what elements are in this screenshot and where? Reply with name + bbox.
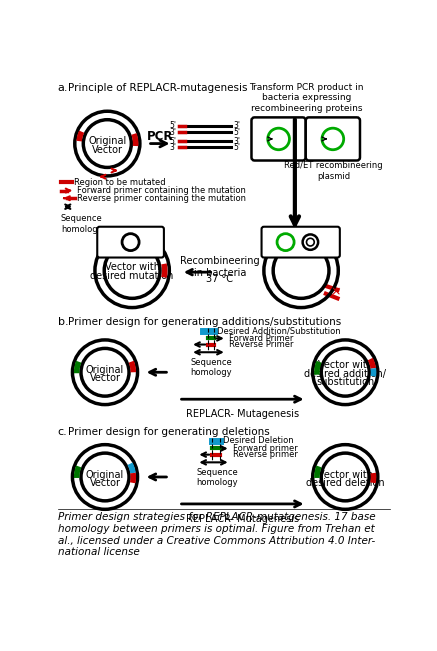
FancyBboxPatch shape: [262, 227, 340, 258]
Text: Forward primer containing the mutation: Forward primer containing the mutation: [77, 186, 246, 195]
Text: a.: a.: [58, 83, 68, 92]
Text: Primer design for generating additions/substitutions: Primer design for generating additions/s…: [68, 317, 341, 327]
Text: Reverse Primer: Reverse Primer: [229, 340, 294, 349]
Text: ×: ×: [331, 286, 341, 299]
Text: 3': 3': [234, 137, 241, 146]
Text: b.: b.: [58, 317, 68, 327]
FancyBboxPatch shape: [97, 227, 164, 258]
Text: 3': 3': [169, 143, 176, 152]
Text: REPLACR- Mutagenesis: REPLACR- Mutagenesis: [186, 514, 299, 524]
Text: REPLACR- Mutagenesis: REPLACR- Mutagenesis: [186, 409, 299, 419]
Text: Reverse primer containing the mutation: Reverse primer containing the mutation: [77, 194, 246, 202]
Text: 5': 5': [234, 143, 241, 152]
FancyBboxPatch shape: [251, 117, 306, 161]
Text: Vector with: Vector with: [318, 469, 373, 480]
Text: desired addition/: desired addition/: [304, 369, 386, 379]
Text: Vector: Vector: [90, 374, 121, 383]
Text: substitution: substitution: [316, 378, 375, 387]
Text: 37 °C: 37 °C: [206, 274, 233, 284]
Text: 5': 5': [169, 137, 176, 146]
Text: 5': 5': [169, 121, 176, 130]
Text: 3': 3': [169, 128, 176, 137]
Text: Sequence
homology: Sequence homology: [61, 214, 103, 234]
Text: Vector: Vector: [92, 145, 123, 155]
Text: 3': 3': [234, 121, 241, 130]
Text: Desired Deletion: Desired Deletion: [223, 436, 293, 445]
Text: 5': 5': [234, 128, 241, 137]
Text: Desired Addition/Substitution: Desired Addition/Substitution: [217, 326, 340, 335]
Text: Forward primer: Forward primer: [233, 444, 298, 453]
Text: desired deletion: desired deletion: [306, 478, 385, 488]
Text: Vector with: Vector with: [318, 361, 373, 370]
Text: Red/ET recombineering
plasmid: Red/ET recombineering plasmid: [284, 161, 383, 181]
FancyBboxPatch shape: [306, 117, 360, 161]
Text: Vector with: Vector with: [104, 262, 160, 271]
Text: c.: c.: [58, 427, 67, 437]
Text: Original: Original: [86, 365, 124, 375]
Text: PCR: PCR: [147, 130, 173, 143]
Text: Forward Primer: Forward Primer: [229, 334, 293, 343]
Text: Recombineering
in bacteria: Recombineering in bacteria: [180, 256, 260, 277]
Text: Primer design strategies for REPLACR-mutatgenesis. 17 base
homology between prim: Primer design strategies for REPLACR-mut…: [59, 512, 376, 557]
Text: Principle of REPLACR-mutagenesis: Principle of REPLACR-mutagenesis: [68, 83, 247, 92]
Text: Sequence
homology: Sequence homology: [197, 467, 238, 487]
Text: Original: Original: [88, 136, 126, 146]
Text: Vector: Vector: [90, 478, 121, 488]
Text: Primer design for generating deletions: Primer design for generating deletions: [68, 427, 270, 437]
Text: desired mutation: desired mutation: [90, 271, 174, 281]
Text: Reverse primer: Reverse primer: [233, 450, 298, 459]
Text: Region to be mutated: Region to be mutated: [74, 178, 166, 187]
Text: Sequence
homology: Sequence homology: [190, 357, 232, 377]
Text: Transform PCR product in
bacteria expressing
recombineering proteins: Transform PCR product in bacteria expres…: [249, 83, 364, 113]
Text: Original: Original: [86, 469, 124, 480]
